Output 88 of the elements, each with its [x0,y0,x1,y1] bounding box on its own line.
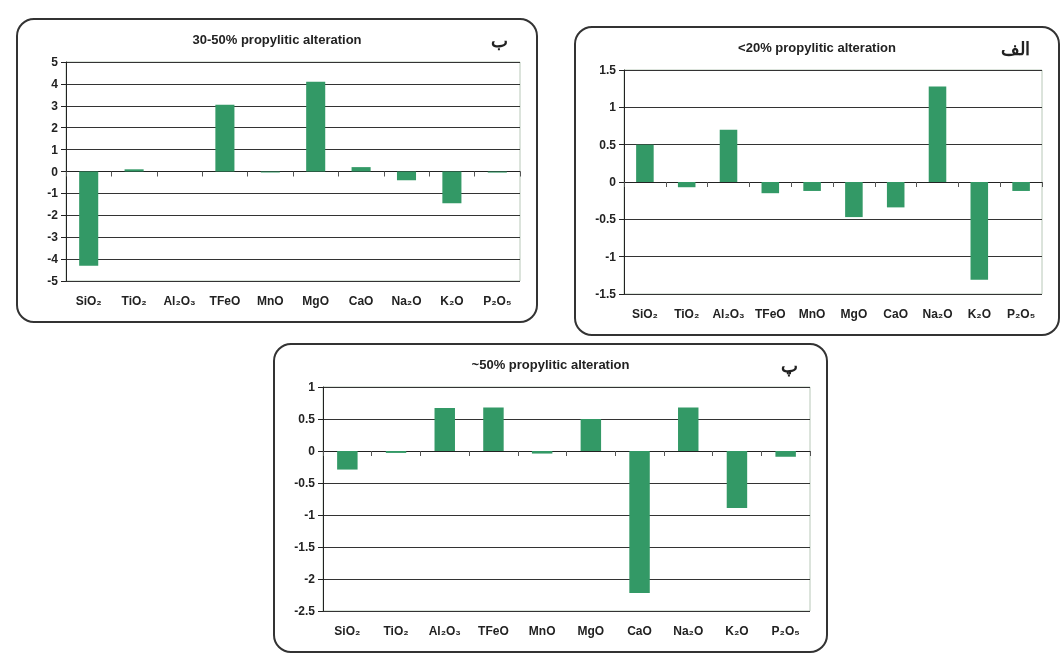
x-tick-label: Na₂O [391,294,422,308]
y-tick-label: -4 [47,252,59,267]
x-tick-label: Al₂O₃ [428,624,461,638]
y-tick-label: -1 [605,249,617,264]
x-tick-label: SiO₂ [75,294,102,308]
bar [124,169,144,172]
text: پ [781,356,798,377]
y-tick-label: 1 [609,100,617,115]
bar [396,171,417,181]
bar [678,407,699,451]
bar [845,182,863,218]
bar [306,81,326,172]
x-tick-label: K₂O [440,294,464,308]
x-tick-label: Al₂O₃ [712,307,745,321]
x-tick-label: MgO [577,624,605,638]
y-tick-label: -1 [304,508,316,522]
x-tick-label: K₂O [725,624,749,638]
y-tick-label: 1 [308,380,316,394]
bar [629,451,650,594]
bar [442,171,462,204]
x-tick-label: P₂O₅ [771,624,800,638]
x-tick-label: TFeO [209,294,241,308]
bar [580,419,602,451]
bar [719,129,738,182]
y-tick-label: 3 [51,98,59,113]
chart-title: 30-50% propylitic alteration [192,32,362,47]
x-tick-label: K₂O [967,307,991,321]
y-tick-label: 4 [51,76,59,91]
y-tick-label: -0.5 [294,476,316,490]
y-tick-label: 0 [609,175,617,189]
y-tick-label: 5 [51,55,59,69]
y-tick-label: -5 [47,274,59,288]
y-tick-label: -2.5 [294,604,316,618]
x-tick-label: CaO [883,307,909,321]
y-tick-label: -1.5 [294,540,316,554]
chart-title: <20% propylitic alteration [738,40,896,55]
x-tick-label: P₂O₅ [483,294,512,308]
x-tick-label: MnO [798,307,826,321]
x-tick-label: MnO [528,624,556,638]
bar [215,104,235,172]
y-tick-label: -3 [47,230,59,245]
bar [351,167,371,172]
x-tick-label: Na₂O [673,624,704,638]
text: الف [1001,39,1030,59]
text: ب [491,31,508,51]
x-tick-label: Na₂O [922,307,953,321]
chart-title: ~50% propylitic alteration [471,357,630,372]
bar [886,182,905,208]
x-tick-label: TFeO [478,624,509,638]
x-tick-label: MnO [256,294,284,308]
y-tick-label: 0.5 [298,412,316,426]
x-tick-label: MgO [302,294,330,308]
x-tick-label: TiO₂ [121,294,147,308]
y-tick-label: 0 [308,444,316,458]
bar [79,171,99,266]
x-tick-label: CaO [348,294,374,308]
y-tick-label: 1 [51,142,59,157]
y-tick-label: 0 [51,164,59,179]
bar [726,451,748,508]
bar [761,182,780,194]
x-tick-label: TiO₂ [383,624,409,638]
y-tick-label: -2 [304,572,316,586]
bar [434,408,455,451]
x-tick-label: P₂O₅ [1007,307,1036,321]
y-tick-label: 0.5 [599,137,617,152]
bar [677,182,696,188]
y-tick-label: -1.5 [595,287,617,301]
bar [803,182,821,191]
bar [928,86,947,182]
x-tick-label: TFeO [754,307,786,321]
x-tick-label: SiO₂ [334,624,361,638]
bar [636,144,654,182]
x-tick-label: CaO [627,624,652,638]
bar [531,451,553,454]
x-tick-label: SiO₂ [631,307,658,321]
bar [483,407,504,451]
x-tick-label: TiO₂ [674,307,700,321]
bar [775,451,796,457]
bar [1012,182,1030,191]
x-tick-label: Al₂O₃ [163,294,196,308]
x-tick-label: MgO [840,307,868,321]
y-tick-label: -1 [47,186,59,201]
bar [970,182,989,280]
y-tick-label: -0.5 [595,212,617,227]
y-tick-label: -2 [47,208,59,223]
y-tick-label: 2 [51,120,59,135]
y-tick-label: 1.5 [599,63,617,77]
bar [337,451,358,470]
